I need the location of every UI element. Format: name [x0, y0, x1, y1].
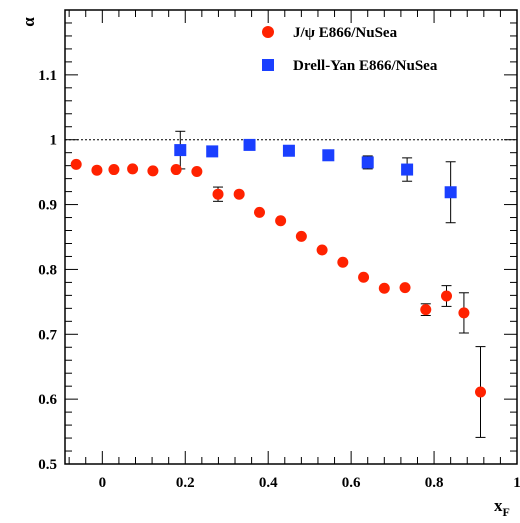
data-point-j-e866-nusea: [420, 304, 432, 316]
x-axis-title: xF: [494, 496, 510, 519]
data-point-j-e866-nusea: [108, 164, 120, 176]
data-point-j-e866-nusea: [275, 215, 287, 227]
y-tick-label: 0.8: [38, 262, 57, 278]
data-point-j-e866-nusea: [147, 165, 159, 177]
data-point-drell-yan-e866-nusea: [361, 156, 374, 169]
x-axis-title-main: x: [494, 496, 503, 515]
axis-ticks: [65, 9, 518, 465]
data-point-j-e866-nusea: [295, 230, 307, 242]
data-point-drell-yan-e866-nusea: [174, 144, 187, 157]
x-tick-label: 0: [99, 475, 107, 491]
legend: J/ψ E866/NuSea Drell-Yan E866/NuSea: [262, 25, 438, 74]
legend-label-jpsi: J/ψ E866/NuSea: [293, 25, 398, 41]
data-point-j-e866-nusea: [91, 164, 103, 176]
data-point-drell-yan-e866-nusea: [243, 138, 256, 151]
x-tick-label: 0.8: [425, 475, 444, 491]
plot-frame: [64, 9, 518, 465]
legend-marker-jpsi: [262, 26, 274, 38]
data-point-j-e866-nusea: [212, 188, 224, 200]
data-point-drell-yan-e866-nusea: [444, 186, 457, 199]
x-tick-label: 0.2: [176, 475, 195, 491]
data-point-j-e866-nusea: [378, 282, 390, 294]
data-point-j-e866-nusea: [337, 256, 349, 268]
data-markers: [70, 138, 487, 398]
x-tick-label: 0.4: [259, 475, 278, 491]
y-tick-label: 0.9: [38, 198, 57, 214]
data-point-j-e866-nusea: [253, 206, 265, 218]
y-axis-title: α: [19, 17, 38, 27]
data-point-j-e866-nusea: [170, 164, 182, 176]
data-point-j-e866-nusea: [458, 307, 470, 319]
legend-label-drell-yan: Drell-Yan E866/NuSea: [293, 58, 438, 74]
data-point-drell-yan-e866-nusea: [206, 145, 219, 158]
data-point-j-e866-nusea: [70, 158, 82, 170]
legend-marker-drell-yan: [262, 59, 274, 71]
data-point-j-e866-nusea: [399, 282, 411, 294]
x-tick-label: 1: [513, 475, 520, 491]
data-point-j-e866-nusea: [191, 165, 203, 177]
x-tick-label: 0.6: [342, 475, 361, 491]
data-point-j-e866-nusea: [233, 188, 245, 200]
x-axis-title-subscript: F: [503, 505, 510, 519]
data-point-drell-yan-e866-nusea: [401, 163, 414, 176]
data-point-j-e866-nusea: [358, 271, 370, 283]
y-tick-label: 1.1: [38, 68, 57, 84]
data-point-drell-yan-e866-nusea: [322, 149, 335, 162]
data-point-drell-yan-e866-nusea: [282, 144, 295, 157]
axis-tick-labels: 0.5 0.6 0.7 0.8 0.9 1 1.1 0 0.2 0.4 0.6 0.8 1: [38, 68, 520, 491]
y-tick-label: 0.6: [38, 392, 57, 408]
error-bars: [175, 130, 486, 438]
y-tick-label: 1: [50, 133, 58, 149]
data-point-j-e866-nusea: [441, 290, 453, 302]
data-point-j-e866-nusea: [127, 163, 139, 175]
data-point-j-e866-nusea: [475, 386, 487, 398]
data-point-j-e866-nusea: [316, 244, 328, 256]
y-tick-label: 0.7: [38, 327, 57, 343]
y-tick-label: 0.5: [38, 457, 57, 473]
